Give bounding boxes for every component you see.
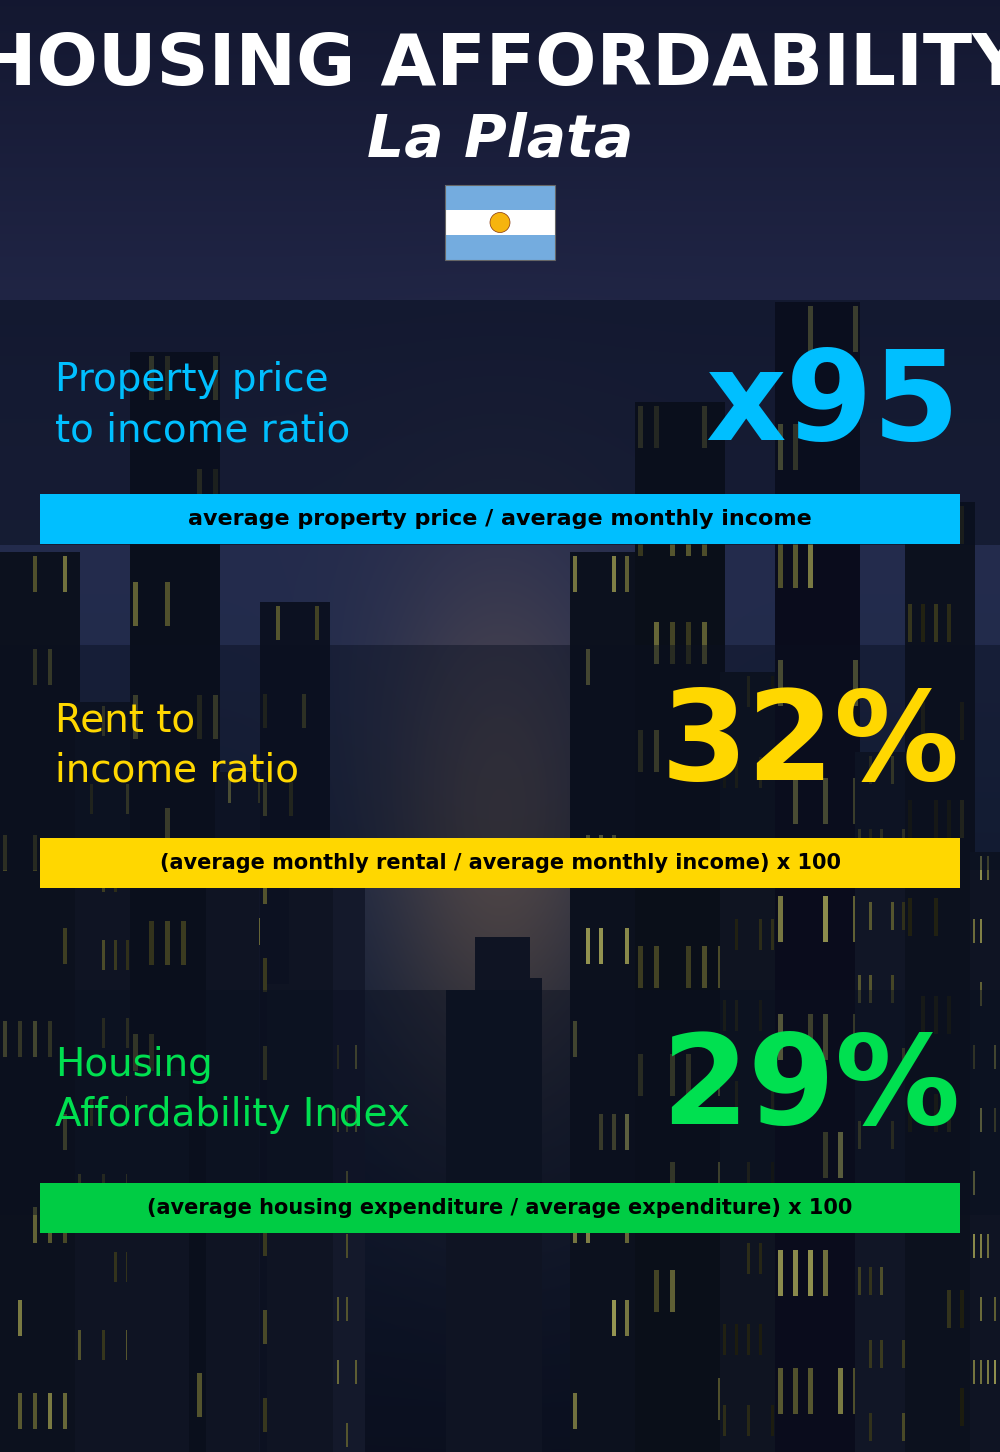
Circle shape	[490, 212, 510, 232]
Bar	[445, 184, 555, 260]
Text: 32%: 32%	[661, 684, 960, 806]
Text: (average monthly rental / average monthly income) x 100: (average monthly rental / average monthl…	[160, 852, 840, 873]
Text: HOUSING AFFORDABILITY: HOUSING AFFORDABILITY	[0, 30, 1000, 100]
Bar	[445, 184, 555, 211]
Text: Rent to
income ratio: Rent to income ratio	[55, 701, 299, 788]
Text: average property price / average monthly income: average property price / average monthly…	[188, 510, 812, 529]
Bar	[40, 838, 960, 889]
Bar	[40, 494, 960, 544]
Bar	[0, 990, 1000, 1215]
Bar	[40, 1183, 960, 1233]
Bar	[0, 645, 1000, 870]
Text: x95: x95	[705, 344, 960, 466]
Text: (average housing expenditure / average expenditure) x 100: (average housing expenditure / average e…	[147, 1198, 853, 1218]
Text: La Plata: La Plata	[367, 112, 633, 168]
Bar	[445, 235, 555, 260]
Bar	[445, 211, 555, 235]
Text: Housing
Affordability Index: Housing Affordability Index	[55, 1045, 410, 1134]
Text: Property price
to income ratio: Property price to income ratio	[55, 362, 350, 449]
Bar	[0, 301, 1000, 544]
Text: 29%: 29%	[661, 1029, 960, 1150]
